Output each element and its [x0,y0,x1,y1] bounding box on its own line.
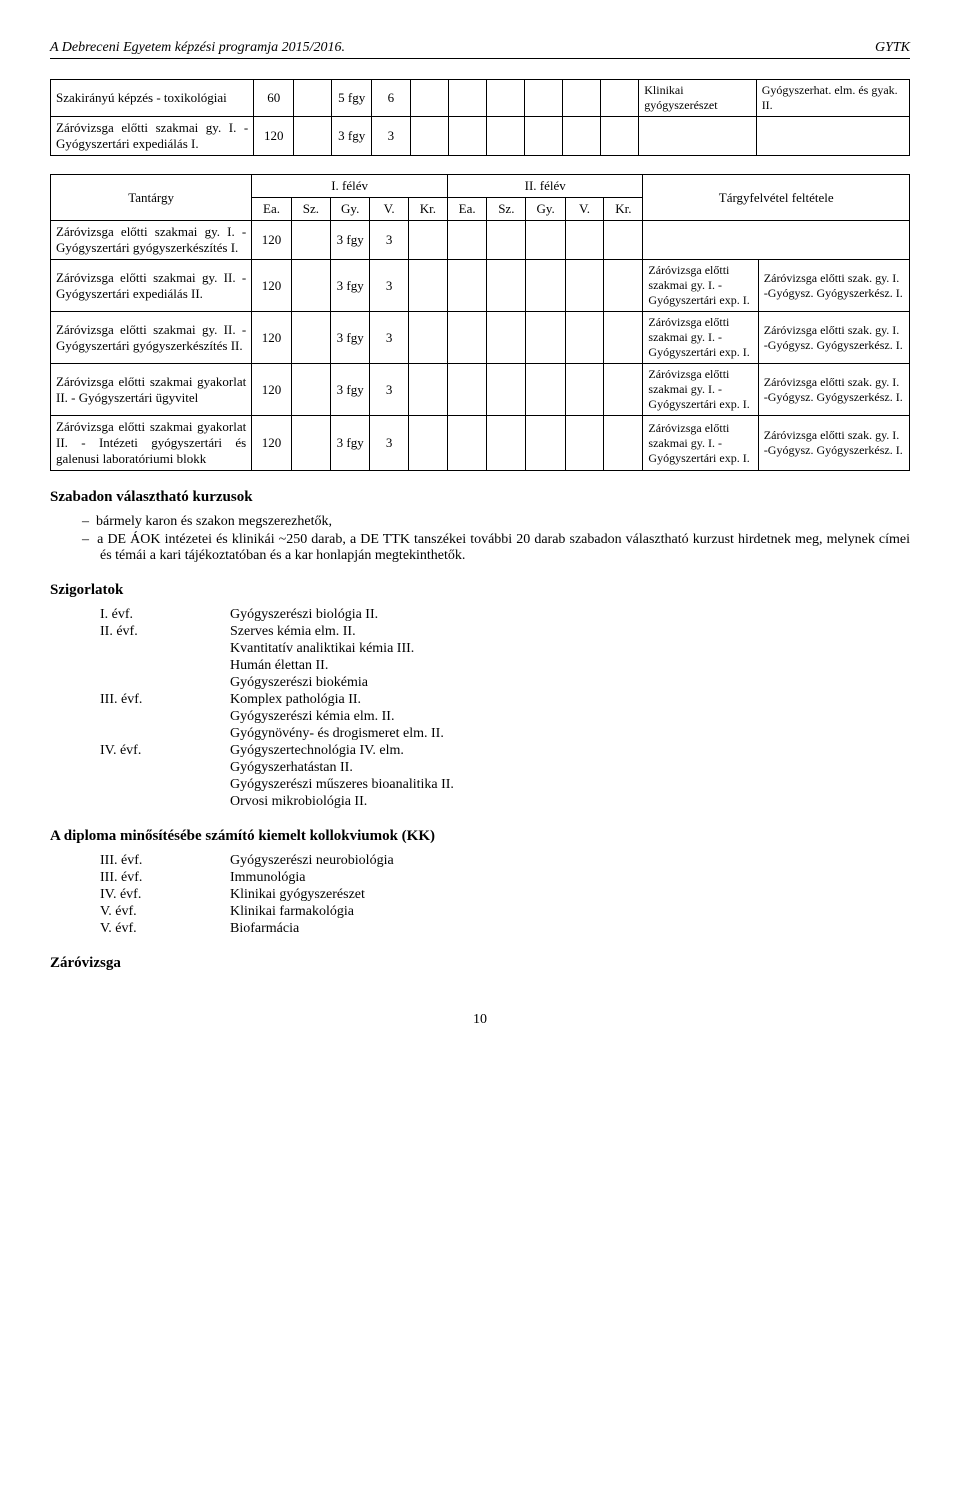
course-name: Gyógyszertechnológia IV. elm. [230,743,910,759]
th: Sz. [487,198,526,221]
list-item: a DE ÁOK intézetei és klinikái ~250 dara… [100,532,910,564]
th: V. [370,198,408,221]
cell [294,80,332,117]
course-name: Gyógyszerészi biológia II. [230,607,910,623]
th: Ea. [447,198,486,221]
cell-req2: Gyógyszerhat. elm. és gyak. II. [756,80,909,117]
szigorlatok-list: I. évf.Gyógyszerészi biológia II.II. évf… [100,607,910,810]
cell [410,80,448,117]
year-label: V. évf. [100,904,230,920]
table-row: Záróvizsga előtti szakmai gyakorlat II. … [51,416,910,471]
list-item: bármely karon és szakon megszerezhetők, [100,514,910,530]
table-row: Záróvizsga előtti szakmai gyakorlat II. … [51,364,910,416]
header-right: GYTK [875,40,910,56]
course-name: Klinikai gyógyszerészet [230,887,910,903]
year-label: IV. évf. [100,887,230,903]
cell: 3 fgy [332,117,372,156]
cell: 3 [372,117,411,156]
th: Kr. [408,198,447,221]
course-name: Gyógynövény- és drogismeret elm. II. [230,726,910,742]
page-header: A Debreceni Egyetem képzési programja 20… [50,40,910,59]
course-name: Biofarmácia [230,921,910,937]
cell-desc: Záróvizsga előtti szakmai gy. I. - Gyógy… [51,117,254,156]
year-label [100,777,230,793]
th: Sz. [291,198,330,221]
th: Gy. [526,198,565,221]
th: Kr. [604,198,643,221]
year-label [100,794,230,810]
szabadon-list: bármely karon és szakon megszerezhetők, … [50,514,910,564]
cell: 5 fgy [332,80,372,117]
course-name: Komplex pathológia II. [230,692,910,708]
table-row: Záróvizsga előtti szakmai gy. II. - Gyóg… [51,312,910,364]
table-row: Záróvizsga előtti szakmai gy. I. - Gyógy… [51,221,910,260]
th: Ea. [252,198,292,221]
section-diploma-title: A diploma minősítésébe számító kiemelt k… [50,828,910,845]
course-name: Gyógyszerhatástan II. [230,760,910,776]
table-row: Szakirányú képzés - toxikológiai 60 5 fg… [51,80,910,117]
course-name: Humán élettan II. [230,658,910,674]
page-number: 10 [50,1012,910,1028]
course-name: Kvantitatív analiktikai kémia III. [230,641,910,657]
cell: 120 [254,117,294,156]
year-label: III. évf. [100,853,230,869]
year-label: IV. évf. [100,743,230,759]
cell-req1: Klinikai gyógyszerészet [639,80,756,117]
th-tantargy: Tantárgy [51,175,252,221]
th-jobb: Tárgyfelvétel feltétele [643,175,910,221]
year-label [100,726,230,742]
section-szabadon-title: Szabadon választható kurzusok [50,489,910,506]
course-name: Gyógyszerészi biokémia [230,675,910,691]
th: Gy. [330,198,369,221]
section-szigorlatok-title: Szigorlatok [50,582,910,599]
course-name: Gyógyszerészi kémia elm. II. [230,709,910,725]
year-label: II. évf. [100,624,230,640]
year-label [100,658,230,674]
course-name: Gyógyszerészi neurobiológia [230,853,910,869]
cell [563,80,601,117]
cell: 60 [254,80,294,117]
diploma-list: III. évf.Gyógyszerészi neurobiológiaIII.… [100,853,910,937]
th-felev2: II. félév [447,175,642,198]
cell [486,80,524,117]
year-label [100,641,230,657]
year-label: III. évf. [100,692,230,708]
year-label: III. évf. [100,870,230,886]
year-label [100,709,230,725]
table-header-row: Tantárgy I. félév II. félév Tárgyfelvéte… [51,175,910,198]
course-name: Szerves kémia elm. II. [230,624,910,640]
table-1: Szakirányú képzés - toxikológiai 60 5 fg… [50,79,910,156]
header-left: A Debreceni Egyetem képzési programja 20… [50,40,345,56]
th-felev1: I. félév [252,175,448,198]
year-label: V. évf. [100,921,230,937]
course-name: Gyógyszerészi műszeres bioanalitika II. [230,777,910,793]
year-label [100,760,230,776]
table-2: Tantárgy I. félév II. félév Tárgyfelvéte… [50,174,910,471]
section-zarovizsga-title: Záróvizsga [50,955,910,972]
table-row: Záróvizsga előtti szakmai gy. II. - Gyóg… [51,260,910,312]
cell [448,80,486,117]
cell-desc: Szakirányú képzés - toxikológiai [51,80,254,117]
cell [601,80,639,117]
th: V. [565,198,603,221]
course-name: Klinikai farmakológia [230,904,910,920]
year-label [100,675,230,691]
cell [525,80,563,117]
cell-desc: Záróvizsga előtti szakmai gy. I. - Gyógy… [51,221,252,260]
table-row: Záróvizsga előtti szakmai gy. I. - Gyógy… [51,117,910,156]
course-name: Immunológia [230,870,910,886]
cell: 6 [372,80,411,117]
course-name: Orvosi mikrobiológia II. [230,794,910,810]
year-label: I. évf. [100,607,230,623]
